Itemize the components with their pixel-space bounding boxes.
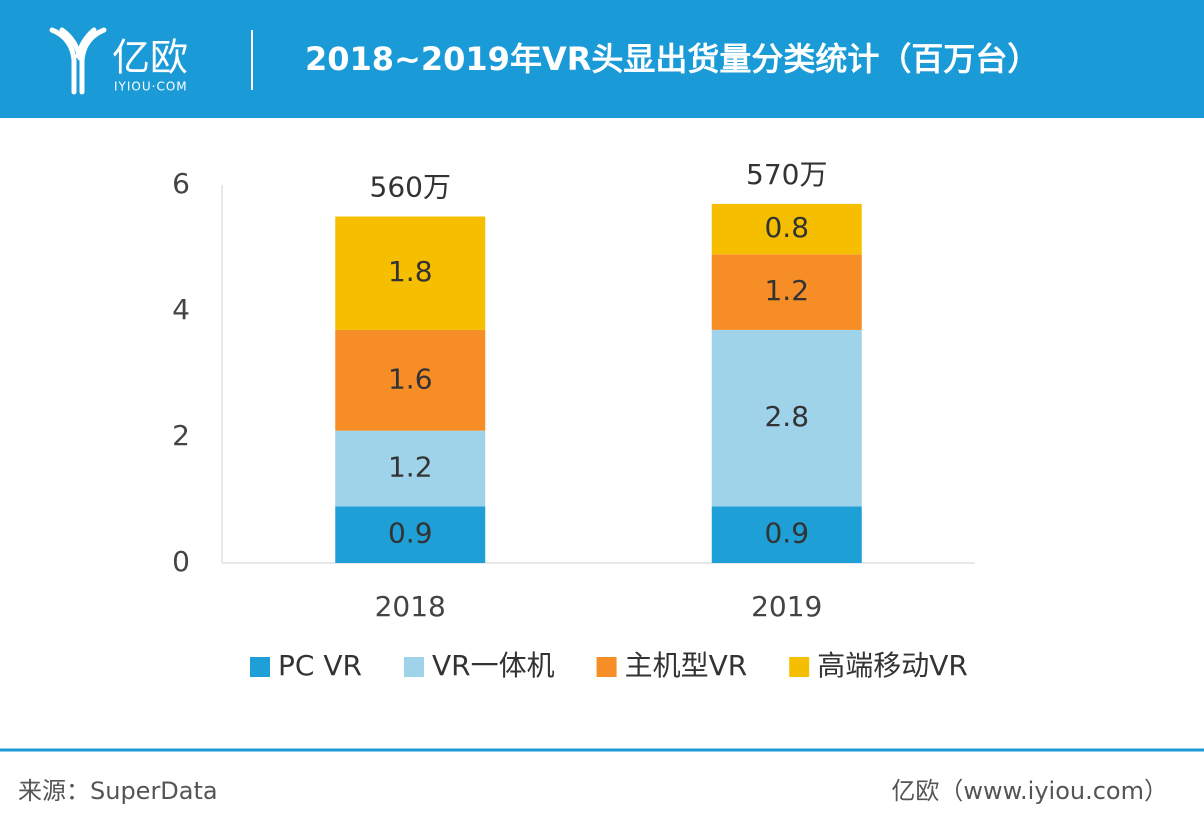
total-annotation: 560万 (370, 171, 451, 204)
bar-segment (335, 506, 486, 563)
bar-segment (711, 329, 862, 507)
bar-segment (711, 506, 862, 563)
logo-text: 亿欧 (112, 36, 188, 80)
footer-source: 来源：SuperData (18, 777, 218, 805)
value-label: 0.9 (388, 517, 433, 550)
legend-swatch (596, 657, 617, 677)
legend-swatch (403, 657, 424, 677)
value-label: 0.9 (764, 517, 809, 550)
value-label: 2.8 (764, 400, 809, 433)
value-label: 1.6 (388, 362, 433, 395)
y-tick-label: 2 (172, 419, 190, 452)
bar-segment (335, 216, 486, 330)
chart-title: 2018~2019年VR头显出货量分类统计（百万台） (305, 40, 1039, 78)
bar-segment (711, 254, 862, 330)
bar-segment (711, 203, 862, 255)
legend-label: VR一体机 (432, 649, 555, 682)
y-tick-label: 6 (172, 167, 190, 200)
value-label: 1.2 (388, 451, 433, 484)
bar-segment (335, 329, 486, 431)
x-tick-label: 2019 (751, 590, 822, 623)
header-band (0, 0, 1204, 118)
value-label: 1.2 (764, 274, 809, 307)
legend-label: 主机型VR (625, 649, 748, 682)
logo-sub: IYIOU·COM (114, 80, 188, 94)
y-tick-label: 4 (172, 293, 190, 326)
legend-swatch (789, 657, 810, 677)
y-tick-label: 0 (172, 545, 190, 578)
bar-segment (335, 430, 486, 507)
logo-mark (49, 27, 107, 95)
footer-credit: 亿欧（www.iyiou.com） (891, 777, 1168, 805)
legend-label: PC VR (278, 649, 362, 682)
total-annotation: 570万 (746, 158, 827, 191)
value-label: 1.8 (388, 255, 433, 288)
legend-swatch (250, 657, 270, 677)
legend-label: 高端移动VR (817, 649, 968, 682)
x-tick-label: 2018 (375, 590, 446, 623)
value-label: 0.8 (764, 211, 809, 244)
